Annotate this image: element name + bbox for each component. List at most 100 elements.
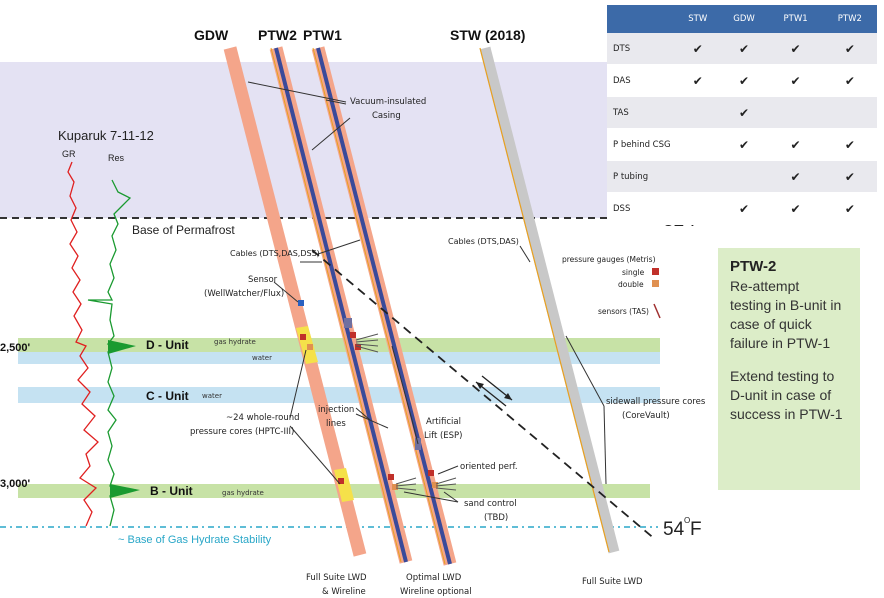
footer-stw: Full Suite LWD bbox=[582, 577, 643, 587]
legend-tas-marker bbox=[653, 303, 661, 319]
legend-double-marker bbox=[652, 280, 659, 287]
cores-zone-b bbox=[334, 468, 354, 502]
table-cell: ✔ bbox=[719, 64, 769, 97]
annot-cores-1: ~24 whole-round bbox=[226, 413, 300, 423]
table-header-cell: PTW1 bbox=[768, 5, 823, 33]
gauge-double bbox=[392, 484, 398, 490]
table-cell: ✔ bbox=[768, 192, 823, 225]
label-water-d: water bbox=[252, 354, 272, 362]
log-gr-label: GR bbox=[62, 149, 76, 159]
annot-cables-ptw: Cables (DTS,DAS,DSS) bbox=[230, 249, 320, 258]
depth-3000: 3,000' bbox=[0, 478, 31, 490]
table-header-cell: STW bbox=[676, 5, 720, 33]
label-ptw1: PTW1 bbox=[303, 27, 342, 43]
legend-double: double bbox=[618, 280, 644, 289]
callout-line: Extend testing to bbox=[730, 368, 835, 384]
annot-sidewall-2: (CoreVault) bbox=[622, 411, 670, 421]
table-row: DAS ✔ ✔ ✔ ✔ bbox=[607, 64, 877, 97]
annot-sensor-1: Sensor bbox=[248, 275, 278, 285]
gauge-single bbox=[388, 474, 394, 480]
table-cell bbox=[676, 96, 720, 129]
label-b-unit: B - Unit bbox=[150, 484, 193, 498]
table-cell: ✔ bbox=[719, 192, 769, 225]
table-cell: ✔ bbox=[822, 33, 877, 65]
d-unit-hydrate-band bbox=[18, 338, 660, 352]
gauge-double bbox=[307, 344, 313, 350]
temp-bottom-degree: O bbox=[684, 516, 690, 525]
annot-sidewall-1: sidewall pressure cores bbox=[606, 397, 706, 407]
res-log-fill-b bbox=[110, 484, 140, 498]
label-gas-hydrate-b: gas hydrate bbox=[222, 489, 264, 497]
temp-bottom-unit: F bbox=[690, 519, 702, 540]
gauge-single bbox=[338, 478, 344, 484]
table-cell: ✔ bbox=[822, 160, 877, 193]
ptw1-cable bbox=[312, 47, 446, 565]
table-cell bbox=[768, 96, 823, 129]
label-gdw: GDW bbox=[194, 27, 229, 43]
annot-artificial-lift-2: Lift (ESP) bbox=[424, 431, 463, 441]
d-unit-water-band bbox=[18, 352, 660, 364]
ptw2-plan-callout: PTW-2 Re-attempt testing in B-unit in ca… bbox=[718, 248, 860, 490]
callout-title: PTW-2 bbox=[730, 258, 777, 275]
legend-pressure-gauges: pressure gauges (Metris) bbox=[562, 255, 656, 264]
gr-log-curve bbox=[67, 161, 99, 527]
table-cell: ✔ bbox=[768, 33, 823, 65]
label-d-unit: D - Unit bbox=[146, 338, 189, 352]
table-row: TAS ✔ bbox=[607, 96, 877, 129]
displacement-arrowhead-up bbox=[476, 382, 484, 389]
label-gas-hydrate-d: gas hydrate bbox=[214, 338, 256, 346]
legend-sensors-tas: sensors (TAS) bbox=[598, 307, 649, 316]
annot-vacuum-casing-1: Vacuum-insulated bbox=[350, 97, 426, 107]
footer-gdw-2: & Wireline bbox=[322, 587, 366, 597]
callout-line: Re-attempt bbox=[730, 278, 800, 294]
table-cell bbox=[676, 160, 720, 193]
table-header-row: STW GDW PTW1 PTW2 bbox=[607, 5, 877, 33]
gauge-single bbox=[300, 334, 306, 340]
table-row-label: DSS bbox=[607, 192, 676, 225]
table-cell: ✔ bbox=[676, 64, 720, 97]
table-cell bbox=[676, 128, 720, 161]
annot-injection-2: lines bbox=[326, 419, 346, 429]
depth-2500: 2,500' bbox=[0, 342, 31, 354]
table-header-cell: PTW2 bbox=[822, 5, 877, 33]
table-cell: ✔ bbox=[719, 33, 769, 65]
log-well-name: Kuparuk 7-11-12 bbox=[58, 128, 154, 143]
table-row-label: DAS bbox=[607, 64, 676, 97]
table-cell: ✔ bbox=[768, 64, 823, 97]
table-cell: ✔ bbox=[719, 128, 769, 161]
gauge-single bbox=[350, 332, 356, 338]
ptw1-casing bbox=[316, 47, 452, 565]
footer-ptw-1: Optimal LWD bbox=[406, 573, 462, 583]
label-c-unit: C - Unit bbox=[146, 389, 189, 403]
legend-single: single bbox=[622, 268, 645, 277]
c-unit-water-band bbox=[18, 387, 660, 403]
annot-injection-1: injection bbox=[318, 405, 354, 415]
table-cell: ✔ bbox=[822, 128, 877, 161]
annot-sand-control-1: sand control bbox=[464, 499, 517, 509]
log-res-label: Res bbox=[108, 153, 125, 163]
annot-sensor-2: (WellWatcher/Flux) bbox=[204, 289, 284, 299]
table-row: DTS ✔ ✔ ✔ ✔ bbox=[607, 33, 877, 65]
table-cell bbox=[822, 96, 877, 129]
stw-well-pipe bbox=[479, 46, 620, 554]
table-cell bbox=[676, 192, 720, 225]
callout-line: failure in PTW-1 bbox=[730, 335, 831, 351]
table-row-label: P behind CSG bbox=[607, 128, 676, 161]
annot-artificial-lift-1: Artificial bbox=[426, 417, 461, 427]
label-stw: STW (2018) bbox=[450, 27, 525, 43]
callout-line: case of quick bbox=[730, 316, 812, 332]
ptw2-cable bbox=[270, 47, 402, 563]
table-cell: ✔ bbox=[768, 160, 823, 193]
table-row: P tubing ✔ ✔ bbox=[607, 160, 877, 193]
table-cell: ✔ bbox=[676, 33, 720, 65]
annot-sand-control-2: (TBD) bbox=[484, 513, 508, 523]
label-ptw2: PTW2 bbox=[258, 27, 297, 43]
table-cell: ✔ bbox=[822, 64, 877, 97]
table-row-label: DTS bbox=[607, 33, 676, 65]
stw-cable bbox=[479, 47, 610, 553]
res-log-fill-d bbox=[108, 340, 136, 354]
gauge-double bbox=[432, 482, 438, 488]
table-cell: ✔ bbox=[719, 96, 769, 129]
measurement-capability-table: STW GDW PTW1 PTW2 DTS ✔ ✔ ✔ ✔ DAS ✔ ✔ ✔ … bbox=[607, 5, 877, 225]
table-header-cell: GDW bbox=[719, 5, 769, 33]
